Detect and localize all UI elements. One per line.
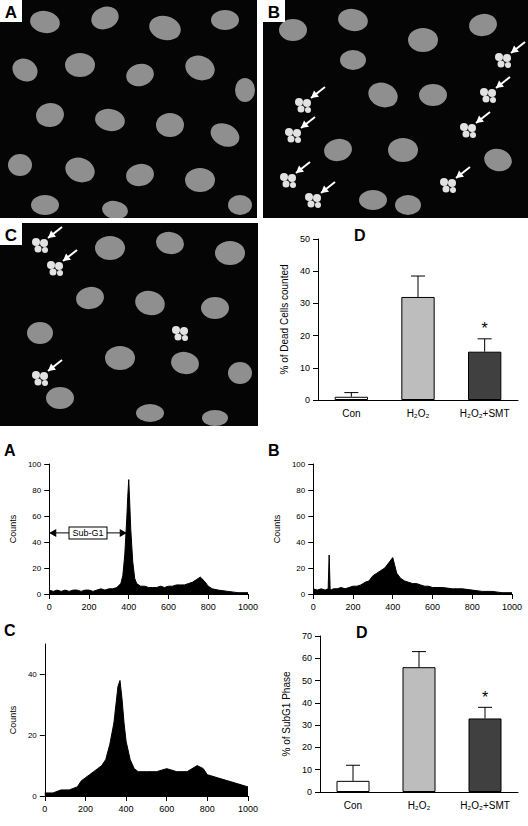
- svg-text:60: 60: [302, 653, 312, 663]
- svg-text:80: 80: [32, 486, 41, 495]
- svg-text:B: B: [268, 3, 280, 22]
- svg-text:H₂O₂: H₂O₂: [407, 408, 430, 419]
- svg-text:Counts: Counts: [8, 514, 18, 543]
- svg-text:40: 40: [32, 538, 41, 547]
- svg-text:50: 50: [302, 676, 312, 686]
- svg-text:0: 0: [305, 395, 310, 405]
- svg-text:20: 20: [300, 331, 310, 341]
- svg-text:D: D: [356, 624, 368, 641]
- svg-text:400: 400: [121, 602, 136, 612]
- svg-text:A: A: [4, 442, 16, 459]
- svg-text:1000: 1000: [238, 804, 258, 814]
- svg-text:% of Dead Cells counted: % of Dead Cells counted: [279, 264, 290, 374]
- svg-text:B: B: [268, 442, 280, 459]
- svg-text:40: 40: [300, 266, 310, 276]
- svg-text:800: 800: [201, 602, 216, 612]
- svg-text:20: 20: [296, 564, 305, 573]
- svg-text:70: 70: [302, 631, 312, 641]
- svg-text:20: 20: [302, 742, 312, 752]
- svg-text:60: 60: [32, 512, 41, 521]
- svg-text:200: 200: [78, 804, 93, 814]
- svg-text:100: 100: [292, 460, 306, 469]
- svg-text:30: 30: [300, 298, 310, 308]
- svg-text:Counts: Counts: [272, 514, 282, 543]
- svg-text:800: 800: [200, 804, 215, 814]
- svg-text:% of SubG1 Phase: % of SubG1 Phase: [281, 671, 292, 756]
- svg-text:H₂O₂+SMT: H₂O₂+SMT: [460, 408, 510, 419]
- svg-text:40: 40: [302, 698, 312, 708]
- svg-text:20: 20: [28, 731, 37, 740]
- svg-text:40: 40: [28, 670, 37, 679]
- svg-text:400: 400: [119, 804, 134, 814]
- svg-text:80: 80: [296, 486, 305, 495]
- svg-text:0: 0: [311, 602, 316, 612]
- svg-text:800: 800: [465, 602, 480, 612]
- svg-text:Con: Con: [342, 408, 360, 419]
- svg-text:60: 60: [296, 512, 305, 521]
- svg-text:D: D: [354, 227, 366, 244]
- svg-text:C: C: [5, 226, 17, 245]
- svg-text:0: 0: [301, 590, 306, 599]
- svg-text:50: 50: [300, 234, 310, 244]
- svg-text:1000: 1000: [238, 602, 258, 612]
- svg-text:40: 40: [296, 538, 305, 547]
- svg-text:20: 20: [32, 564, 41, 573]
- svg-text:C: C: [4, 622, 16, 639]
- svg-text:100: 100: [28, 460, 42, 469]
- svg-text:0: 0: [37, 590, 42, 599]
- svg-text:Sub-G1: Sub-G1: [72, 528, 103, 538]
- svg-text:Counts: Counts: [8, 705, 18, 734]
- svg-text:1000: 1000: [502, 602, 522, 612]
- svg-text:600: 600: [159, 804, 174, 814]
- svg-text:*: *: [482, 320, 488, 337]
- svg-text:H₂O₂+SMT: H₂O₂+SMT: [460, 800, 510, 811]
- svg-text:200: 200: [345, 602, 360, 612]
- svg-text:0: 0: [32, 792, 37, 801]
- svg-text:0: 0: [47, 602, 52, 612]
- svg-text:600: 600: [425, 602, 440, 612]
- svg-text:600: 600: [161, 602, 176, 612]
- svg-text:0: 0: [307, 787, 312, 797]
- svg-text:0: 0: [42, 804, 47, 814]
- svg-text:H₂O₂: H₂O₂: [408, 800, 431, 811]
- svg-text:A: A: [5, 3, 17, 22]
- svg-text:Con: Con: [344, 800, 362, 811]
- svg-text:10: 10: [302, 765, 312, 775]
- svg-text:400: 400: [385, 602, 400, 612]
- svg-text:30: 30: [302, 720, 312, 730]
- svg-text:10: 10: [300, 363, 310, 373]
- svg-text:*: *: [482, 689, 488, 706]
- svg-text:200: 200: [81, 602, 96, 612]
